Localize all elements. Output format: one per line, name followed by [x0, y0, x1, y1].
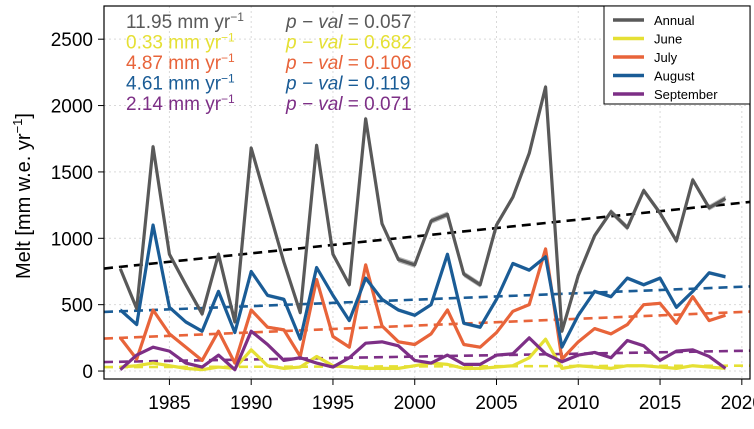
- x-tick-label-2010: 2010: [557, 393, 599, 414]
- y-axis-label-superscript: −1: [10, 119, 25, 134]
- trend-line-annual: [103, 200, 751, 270]
- x-tick-label-2005: 2005: [475, 393, 517, 414]
- annotation-pval: p − val = 0.057: [285, 12, 412, 33]
- legend-label-annual: Annual: [654, 13, 695, 28]
- series-september: [119, 329, 727, 372]
- series-line-july: [119, 247, 726, 365]
- annotation-1: 0.33 mm yr−1 p − val = 0.682: [126, 31, 412, 54]
- x-tick-label-1985: 1985: [148, 393, 190, 414]
- annotation-pval: p − val = 0.119: [285, 74, 410, 95]
- series-line-annual: [118, 85, 727, 333]
- y-tick-label-2500: 2500: [51, 30, 93, 51]
- series-line-august: [119, 223, 726, 349]
- x-tick-label-2015: 2015: [639, 393, 681, 414]
- y-axis-label-close: ]: [13, 113, 35, 119]
- series-june: [120, 337, 726, 372]
- y-axis-label: Melt [mm w.e. yr−1]: [10, 113, 35, 279]
- y-tick-label-2000: 2000: [51, 97, 93, 118]
- legend-box: [603, 5, 751, 105]
- trend-line-july: [103, 310, 751, 340]
- legend: Annual June July August September: [603, 5, 751, 105]
- plot-frame: [103, 5, 751, 380]
- annotation-0: 11.95 mm yr−1 p − val = 0.057: [126, 10, 412, 33]
- y-tick-label-1000: 1000: [51, 229, 93, 250]
- legend-label-september: September: [654, 87, 718, 102]
- annotation-pval: p − val = 0.106: [285, 53, 412, 74]
- x-tick-label-1995: 1995: [312, 393, 354, 414]
- annotation-rate: 4.87 mm yr−1: [126, 51, 235, 74]
- annotation-rate: 11.95 mm yr−1: [126, 10, 244, 33]
- series-annual: [118, 84, 727, 335]
- annotation-rate: 0.33 mm yr−1: [126, 31, 235, 54]
- annotation-4: 2.14 mm yr−1 p − val = 0.071: [126, 92, 412, 115]
- x-tick-label-2000: 2000: [394, 393, 436, 414]
- annotation-pval: p − val = 0.071: [285, 94, 412, 115]
- annotation-rate: 2.14 mm yr−1: [126, 92, 235, 115]
- y-tick-label-1500: 1500: [51, 163, 93, 184]
- legend-label-july: July: [654, 50, 678, 65]
- annotation-rate: 4.61 mm yr−1: [126, 72, 235, 95]
- annotation-3: 4.61 mm yr−1 p − val = 0.119: [126, 72, 410, 95]
- annotation-pval: p − val = 0.682: [285, 33, 412, 54]
- trend-lines: [103, 200, 751, 369]
- annotation-2: 4.87 mm yr−1 p − val = 0.106: [126, 51, 412, 74]
- series-lines: [118, 84, 727, 372]
- series-july: [119, 247, 726, 365]
- series-line-june: [120, 337, 726, 372]
- legend-label-june: June: [654, 32, 682, 47]
- legend-label-august: August: [654, 69, 695, 84]
- y-tick-label-500: 500: [61, 296, 93, 317]
- x-tick-label-1990: 1990: [230, 393, 272, 414]
- series-line-september: [119, 329, 727, 372]
- series-august: [119, 223, 726, 350]
- y-tick-label-0: 0: [82, 362, 93, 383]
